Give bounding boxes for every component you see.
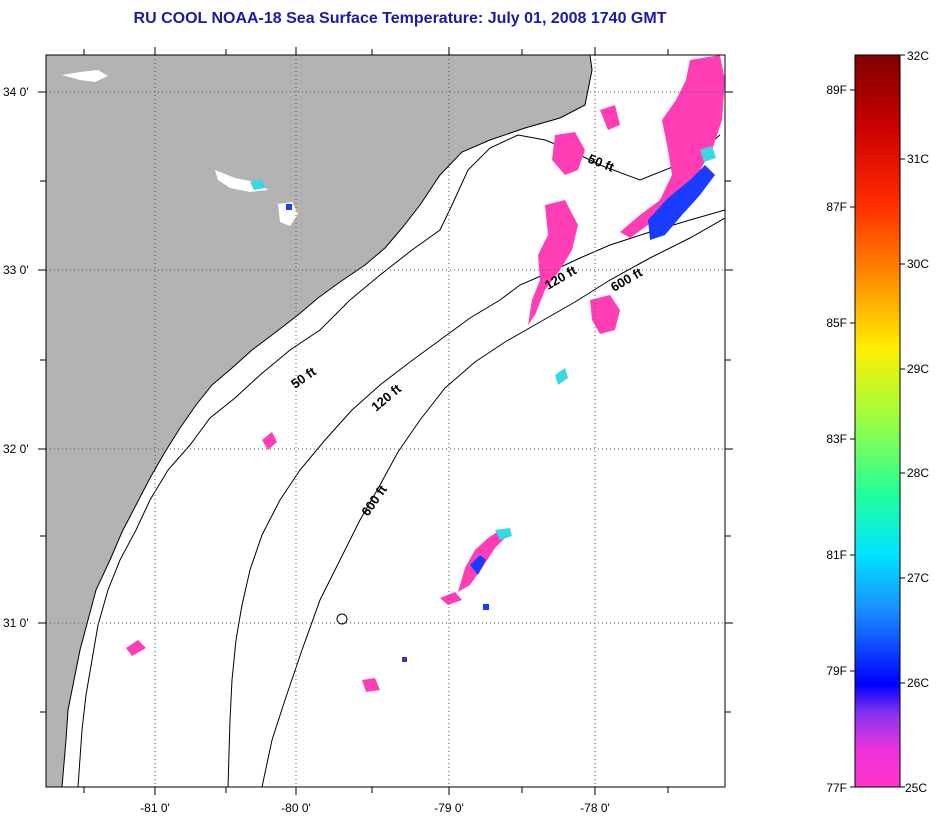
legend-celsius-label: 30C (907, 257, 929, 271)
sst-patch-cyan (700, 146, 716, 162)
legend-celsius-label: 32C (907, 49, 929, 63)
legend-fahrenheit-label: 83F (826, 432, 847, 446)
isobath-600ft (261, 217, 725, 787)
frame-ticks (38, 47, 733, 795)
legend-celsius-label: 25C (905, 781, 927, 795)
sst-patch (620, 55, 725, 238)
legend-celsius-label: 28C (907, 466, 929, 480)
land-area (46, 55, 592, 787)
legend-celsius-label: 26C (907, 676, 929, 690)
sst-patch (552, 132, 585, 175)
legend-fahrenheit-label: 77F (826, 781, 847, 795)
sst-patch-cyan (495, 528, 512, 540)
legend-fahrenheit-label: 81F (826, 548, 847, 562)
lake (62, 70, 108, 82)
sst-patch (262, 432, 277, 450)
lake (278, 202, 298, 226)
map-frame (45, 54, 726, 788)
sst-patch (440, 592, 462, 605)
sst-patches (126, 55, 725, 692)
colorbar-ticks (850, 54, 905, 788)
lon-label: -81 0' (140, 801, 170, 815)
lat-label: 33 0' (3, 263, 29, 277)
coastline (61, 55, 593, 787)
legend-fahrenheit-label: 87F (826, 200, 847, 214)
isobath-120ft (227, 209, 725, 787)
lat-label: 34 0' (3, 85, 29, 99)
sst-patch-cool (470, 555, 486, 575)
legend-celsius-label: 27C (907, 571, 929, 585)
sst-patch (126, 640, 146, 656)
legend-fahrenheit-label: 89F (826, 83, 847, 97)
sst-patch (362, 678, 380, 692)
sst-patch-cyan (250, 180, 265, 190)
lat-label: 31 0' (3, 616, 29, 630)
sst-patch-cyan (555, 368, 568, 385)
sst-patch-cool (648, 165, 715, 240)
sst-pixel (402, 657, 407, 662)
lon-label: -78 0' (580, 801, 610, 815)
legend-celsius-label: 31C (907, 152, 929, 166)
lat-label: 32 0' (3, 442, 29, 456)
lon-label: -80 0' (281, 801, 311, 815)
legend-fahrenheit-label: 85F (826, 316, 847, 330)
sst-pixel (483, 604, 489, 610)
sst-pixel (286, 204, 292, 210)
isobath-50ft (77, 134, 721, 787)
sst-patch (528, 200, 578, 325)
sst-patch (600, 105, 620, 130)
map-title: RU COOL NOAA-18 Sea Surface Temperature:… (133, 10, 667, 27)
sst-patch (590, 295, 620, 334)
lon-label: -79 0' (434, 801, 464, 815)
colorbar (854, 54, 901, 788)
legend-celsius-label: 29C (907, 362, 929, 376)
seamount-contour (336, 613, 348, 625)
legend-fahrenheit-label: 79F (826, 664, 847, 678)
